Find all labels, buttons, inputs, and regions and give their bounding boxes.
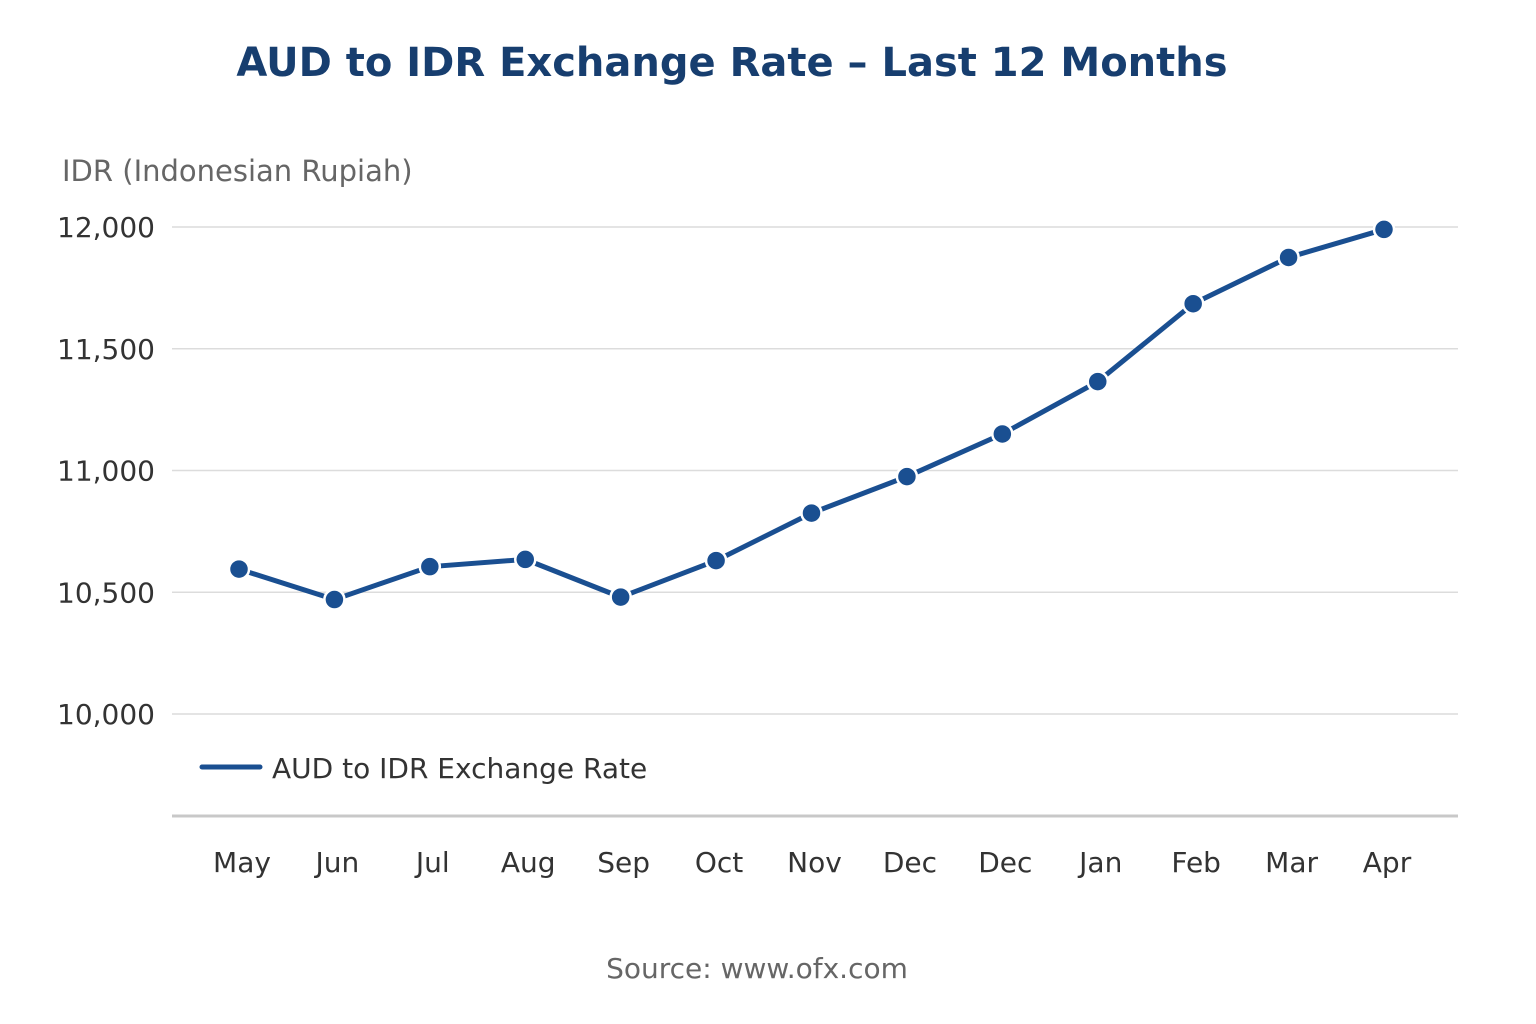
data-point <box>323 588 346 611</box>
x-tick-label: Dec <box>883 846 937 879</box>
source-note: Source: www.ofx.com <box>606 952 908 985</box>
y-tick-label: 12,000 <box>57 211 155 244</box>
data-point <box>1372 218 1396 241</box>
data-point <box>800 501 823 525</box>
data-point <box>895 465 919 488</box>
data-point <box>609 585 632 609</box>
y-tick-label: 11,500 <box>57 333 155 366</box>
data-point <box>514 548 537 571</box>
data-point <box>704 549 728 572</box>
x-tick-label: Jul <box>414 846 450 879</box>
x-tick-label: Sep <box>597 846 650 879</box>
chart-title: AUD to IDR Exchange Rate – Last 12 Month… <box>236 40 1228 86</box>
series-line <box>238 227 1385 603</box>
x-tick-label: Nov <box>787 846 842 879</box>
data-point <box>227 557 251 581</box>
y-axis-label: IDR (Indonesian Rupiah) <box>62 154 413 188</box>
x-tick-label: Jan <box>1077 846 1122 879</box>
x-tick-label: Mar <box>1265 846 1318 879</box>
data-point <box>1086 370 1109 393</box>
y-tick-label: 10,000 <box>57 698 155 731</box>
y-tick-label: 10,500 <box>57 576 155 609</box>
x-tick-label: Oct <box>695 846 743 879</box>
data-point <box>418 555 442 578</box>
x-tick-label: Dec <box>978 846 1032 879</box>
x-tick-label: May <box>213 846 271 879</box>
x-tick-label: Feb <box>1171 846 1221 879</box>
x-tick-label: Aug <box>501 846 556 879</box>
data-point <box>991 422 1014 446</box>
data-point <box>1181 292 1205 315</box>
x-tick-label: Jun <box>314 846 360 879</box>
y-tick-label: 11,000 <box>57 455 155 488</box>
x-tick-label: Apr <box>1363 846 1412 879</box>
legend-label: AUD to IDR Exchange Rate <box>272 752 647 785</box>
data-point <box>1277 246 1300 269</box>
